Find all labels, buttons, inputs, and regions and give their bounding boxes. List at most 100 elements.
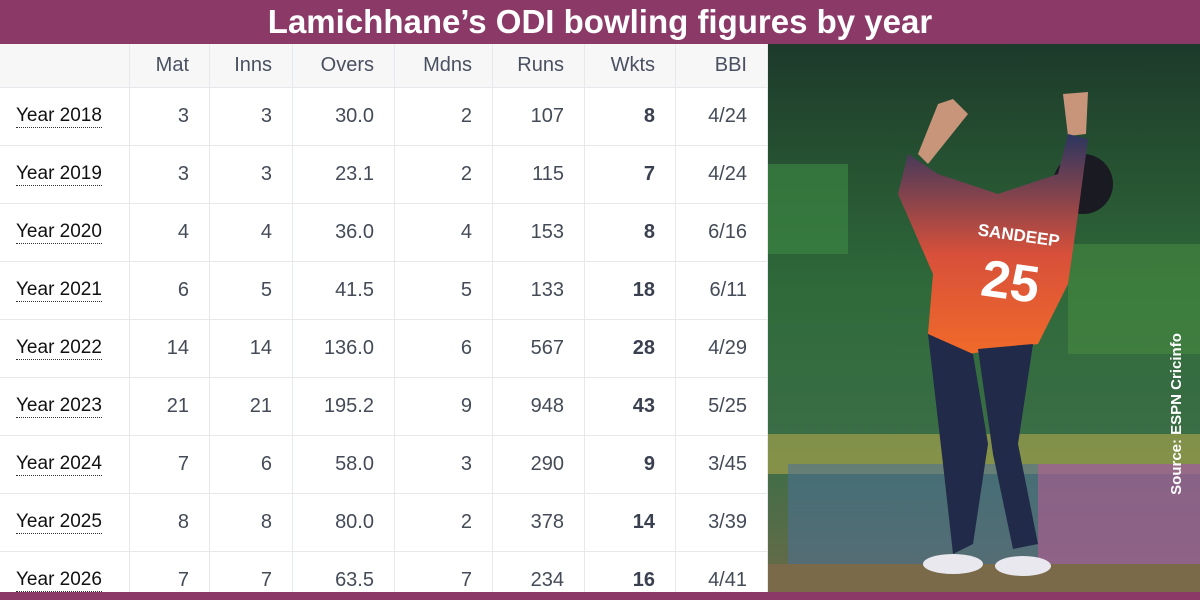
column-header-text: BBI bbox=[714, 54, 747, 76]
table-cell-text: 3/39 bbox=[708, 511, 747, 533]
row-label: Year 2023 bbox=[0, 378, 130, 436]
table-cell: 36.0 bbox=[293, 204, 395, 262]
table-cell: 8 bbox=[130, 494, 210, 552]
row-label: Year 2019 bbox=[0, 146, 130, 204]
table-cell: 14 bbox=[130, 320, 210, 378]
column-header bbox=[0, 44, 130, 88]
table-cell-text: 3 bbox=[177, 163, 189, 185]
row-label-text: Year 2024 bbox=[16, 453, 102, 476]
column-header-text: Mat bbox=[155, 54, 189, 76]
table-cell: 4/29 bbox=[676, 320, 768, 378]
table-cell-text: 7 bbox=[177, 453, 189, 475]
table-cell-text: 21 bbox=[166, 395, 189, 417]
table-cell-text: 136.0 bbox=[323, 337, 374, 359]
table-cell-text: 21 bbox=[249, 395, 272, 417]
table-cell-text: 18 bbox=[632, 279, 655, 301]
table-cell-text: 4 bbox=[460, 221, 472, 243]
table-cell: 63.5 bbox=[293, 552, 395, 592]
table-cell: 41.5 bbox=[293, 262, 395, 320]
table-cell: 4/41 bbox=[676, 552, 768, 592]
table-cell: 6/16 bbox=[676, 204, 768, 262]
table-cell: 4 bbox=[130, 204, 210, 262]
table-cell: 14 bbox=[210, 320, 293, 378]
table-cell-text: 3 bbox=[460, 453, 472, 475]
table-cell: 9 bbox=[395, 378, 493, 436]
table-cell-text: 3 bbox=[177, 105, 189, 127]
table-cell: 3 bbox=[130, 146, 210, 204]
table-cell-text: 3 bbox=[260, 105, 272, 127]
table-cell-text: 4 bbox=[177, 221, 189, 243]
table-cell-text: 5 bbox=[460, 279, 472, 301]
table-cell-text: 4/24 bbox=[708, 105, 747, 127]
table-cell-text: 8 bbox=[260, 511, 272, 533]
table-cell-text: 6 bbox=[260, 453, 272, 475]
column-header-text: Overs bbox=[320, 54, 374, 76]
table-cell-text: 7 bbox=[260, 569, 272, 591]
table-cell-text: 6 bbox=[460, 337, 472, 359]
table-cell-text: 4/41 bbox=[708, 569, 747, 591]
table-cell: 3/45 bbox=[676, 436, 768, 494]
table-cell: 6 bbox=[210, 436, 293, 494]
table-cell-text: 16 bbox=[632, 569, 655, 591]
column-header-text: Inns bbox=[234, 54, 272, 76]
table-cell: 43 bbox=[585, 378, 676, 436]
table-cell: 4/24 bbox=[676, 88, 768, 146]
table-cell-text: 30.0 bbox=[335, 105, 374, 127]
table-cell: 4/24 bbox=[676, 146, 768, 204]
table-cell: 28 bbox=[585, 320, 676, 378]
table-cell: 3 bbox=[395, 436, 493, 494]
table-cell: 30.0 bbox=[293, 88, 395, 146]
table-cell: 115 bbox=[493, 146, 585, 204]
table-cell: 3/39 bbox=[676, 494, 768, 552]
table-cell-text: 63.5 bbox=[335, 569, 374, 591]
table-cell: 4 bbox=[395, 204, 493, 262]
table-cell: 290 bbox=[493, 436, 585, 494]
title: Lamichhane’s ODI bowling figures by year bbox=[0, 0, 1200, 44]
row-label-text: Year 2018 bbox=[16, 105, 102, 128]
table-cell-text: 41.5 bbox=[335, 279, 374, 301]
table-cell: 7 bbox=[130, 552, 210, 592]
table-cell: 16 bbox=[585, 552, 676, 592]
table-cell-text: 14 bbox=[249, 337, 272, 359]
row-label-text: Year 2026 bbox=[16, 569, 102, 592]
table-cell: 8 bbox=[210, 494, 293, 552]
column-header: BBI bbox=[676, 44, 768, 88]
row-label: Year 2026 bbox=[0, 552, 130, 592]
table-cell-text: 115 bbox=[532, 163, 564, 185]
table-cell-text: 6/11 bbox=[709, 279, 747, 301]
table-cell: 5 bbox=[210, 262, 293, 320]
row-label-text: Year 2025 bbox=[16, 511, 102, 534]
table-cell-text: 3 bbox=[260, 163, 272, 185]
table-cell: 195.2 bbox=[293, 378, 395, 436]
table-cell-text: 4/29 bbox=[708, 337, 747, 359]
table-cell: 80.0 bbox=[293, 494, 395, 552]
row-label-text: Year 2019 bbox=[16, 163, 102, 186]
table-cell-text: 378 bbox=[530, 511, 564, 533]
row-label-text: Year 2022 bbox=[16, 337, 102, 360]
table-cell: 8 bbox=[585, 88, 676, 146]
table-cell: 3 bbox=[210, 88, 293, 146]
table-cell-text: 5/25 bbox=[708, 395, 747, 417]
table-cell: 2 bbox=[395, 494, 493, 552]
table-cell-text: 5 bbox=[260, 279, 272, 301]
table-cell-text: 7 bbox=[460, 569, 472, 591]
table-cell: 136.0 bbox=[293, 320, 395, 378]
table-cell-text: 107 bbox=[530, 105, 564, 127]
table-cell-text: 4 bbox=[260, 221, 272, 243]
photo: SANDEEP 25 Source: ESPN Cricinfo bbox=[768, 44, 1200, 592]
column-header-text: Runs bbox=[517, 54, 564, 76]
table-cell-text: 58.0 bbox=[335, 453, 374, 475]
table-cell: 5 bbox=[395, 262, 493, 320]
table-cell-text: 4/24 bbox=[708, 163, 747, 185]
table-cell-text: 43 bbox=[632, 395, 655, 417]
table-cell: 3 bbox=[130, 88, 210, 146]
table-cell: 9 bbox=[585, 436, 676, 494]
table-cell: 567 bbox=[493, 320, 585, 378]
table-cell-text: 3/45 bbox=[708, 453, 747, 475]
table-cell-text: 14 bbox=[166, 337, 189, 359]
row-label-text: Year 2023 bbox=[16, 395, 102, 418]
table-cell: 948 bbox=[493, 378, 585, 436]
table-cell-text: 8 bbox=[643, 105, 655, 127]
column-header-text: Mdns bbox=[423, 54, 472, 76]
